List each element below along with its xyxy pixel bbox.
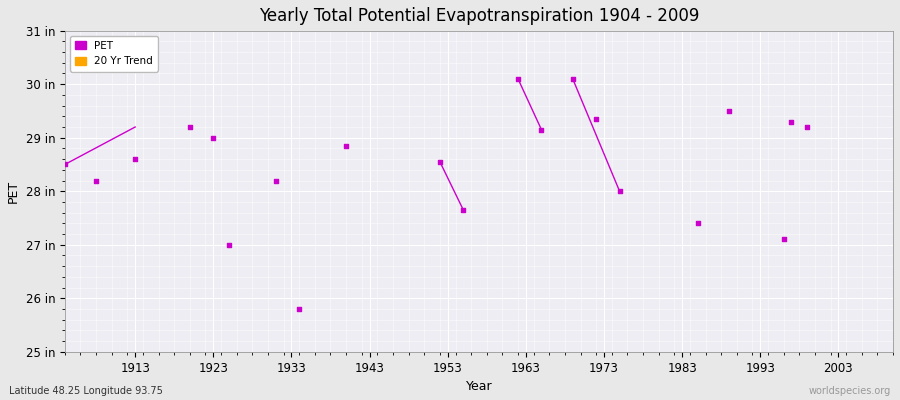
Point <box>612 188 626 194</box>
Point <box>565 76 580 82</box>
Y-axis label: PET: PET <box>7 180 20 203</box>
Point <box>456 207 471 213</box>
Point <box>221 242 236 248</box>
Point <box>292 306 306 312</box>
Text: Latitude 48.25 Longitude 93.75: Latitude 48.25 Longitude 93.75 <box>9 386 163 396</box>
Point <box>433 158 447 165</box>
Point <box>589 116 603 122</box>
Point <box>784 118 798 125</box>
Point <box>339 142 354 149</box>
Point <box>511 76 526 82</box>
Point <box>128 156 142 162</box>
Point <box>183 124 197 130</box>
Point <box>777 236 791 242</box>
Text: worldspecies.org: worldspecies.org <box>809 386 891 396</box>
Point <box>690 220 705 226</box>
Point <box>722 108 736 114</box>
Point <box>800 124 814 130</box>
Legend: PET, 20 Yr Trend: PET, 20 Yr Trend <box>70 36 158 72</box>
Point <box>268 177 283 184</box>
Point <box>89 177 104 184</box>
Title: Yearly Total Potential Evapotranspiration 1904 - 2009: Yearly Total Potential Evapotranspiratio… <box>259 7 699 25</box>
Point <box>58 161 72 168</box>
Point <box>535 126 549 133</box>
Point <box>206 134 220 141</box>
X-axis label: Year: Year <box>465 380 492 393</box>
